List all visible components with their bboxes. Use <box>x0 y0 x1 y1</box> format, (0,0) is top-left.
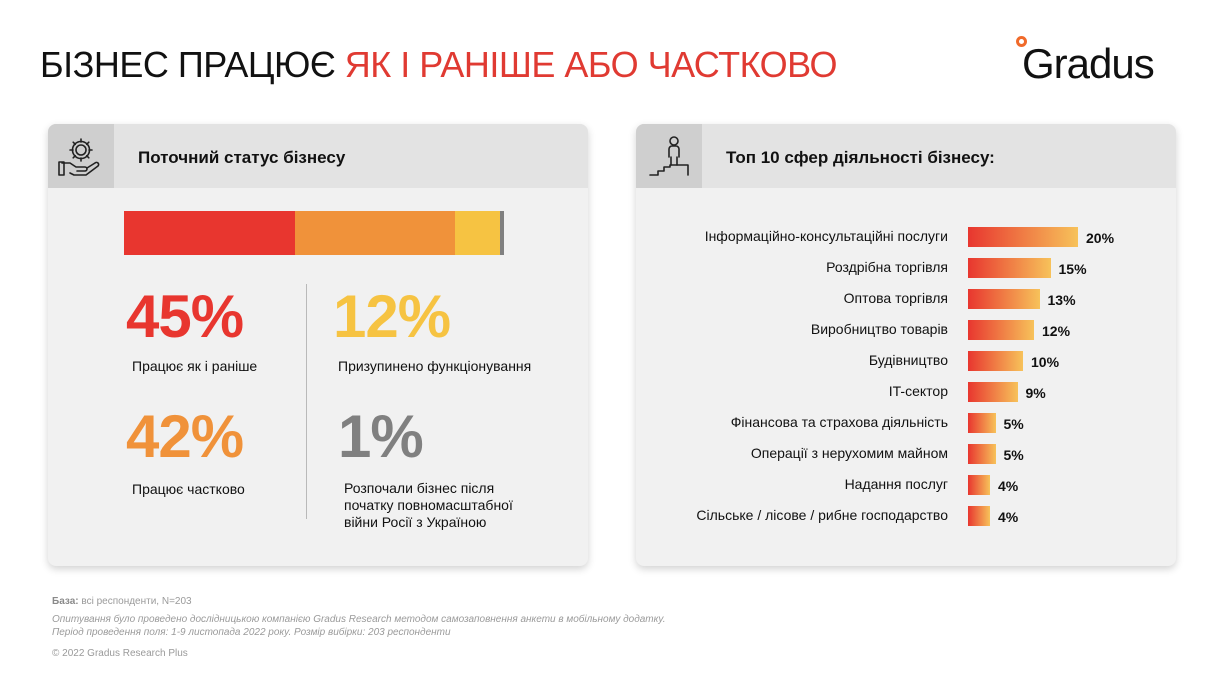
status-stacked-bar <box>124 211 504 255</box>
bar <box>968 413 996 433</box>
stat-label-new: Розпочали бізнес після початку повномасш… <box>344 480 513 530</box>
footer-base-text: всі респонденти, N=203 <box>78 596 192 607</box>
bar-category-label: Роздрібна торгівля <box>826 259 948 275</box>
bar-category-label: Операції з нерухомим майном <box>750 445 948 461</box>
bar-row: Надання послуг 4% <box>636 474 1176 496</box>
bar-value-label: 10% <box>1031 354 1060 370</box>
panel-header: Топ 10 сфер діяльності бізнесу: <box>636 124 1176 188</box>
bar-value-label: 4% <box>998 509 1019 525</box>
person-podium-icon <box>636 124 702 188</box>
bar-value-label: 5% <box>1003 416 1024 432</box>
bar-category-label: IT-сектор <box>888 383 948 399</box>
panel-header: Поточний статус бізнесу <box>48 124 588 188</box>
panel-title: Топ 10 сфер діяльності бізнесу: <box>726 148 995 167</box>
bar <box>968 227 1078 247</box>
bar-category-label: Будівництво <box>868 352 948 368</box>
bar <box>968 258 1051 278</box>
footer-base: База: всі респонденти, N=203 <box>52 596 192 607</box>
bar-value-label: 5% <box>1003 447 1024 463</box>
bar-row: Виробництво товарів 12% <box>636 319 1176 341</box>
bar-row: Інформаційно-консультаційні послуги 20% <box>636 226 1176 248</box>
bar <box>968 444 996 464</box>
page-title: БІЗНЕС ПРАЦЮЄ ЯК І РАНІШЕ АБО ЧАСТКОВО <box>40 44 837 86</box>
page-title-part2: ЯК І РАНІШЕ АБО ЧАСТКОВО <box>344 44 838 85</box>
stacked-segment-3 <box>500 211 504 255</box>
hand-gear-icon <box>48 124 114 188</box>
footer-note-2: Період проведення поля: 1-9 листопада 20… <box>52 627 451 638</box>
bar <box>968 351 1023 371</box>
bar-value-label: 20% <box>1086 230 1115 246</box>
stacked-segment-0 <box>124 211 295 255</box>
bar-category-label: Інформаційно-консультаційні послуги <box>704 228 948 244</box>
bar-row: Фінансова та страхова діяльність 5% <box>636 412 1176 434</box>
bar-row: Сільське / лісове / рибне господарство 4% <box>636 505 1176 527</box>
business-status-panel: Поточний статус бізнесу 45% Працює як і … <box>48 124 588 566</box>
bar <box>968 382 1018 402</box>
bar-category-label: Оптова торгівля <box>843 290 948 306</box>
bar-row: Операції з нерухомим майном 5% <box>636 443 1176 465</box>
bar-value-label: 9% <box>1025 385 1046 401</box>
stacked-segment-2 <box>454 211 501 255</box>
top10-panel: Топ 10 сфер діяльності бізнесу: Інформац… <box>636 124 1176 566</box>
bar <box>968 289 1040 309</box>
bar-value-label: 13% <box>1047 292 1076 308</box>
bar <box>968 506 990 526</box>
footer-base-label: База: <box>52 596 79 607</box>
bar-category-label: Сільське / лісове / рибне господарство <box>696 507 948 523</box>
stat-value-as-before: 45% <box>126 283 244 350</box>
logo-text: Gradus <box>1022 40 1155 87</box>
bar-row: IT-сектор 9% <box>636 381 1176 403</box>
stacked-segment-1 <box>295 211 455 255</box>
stat-label-suspended: Призупинено функціонування <box>338 358 532 374</box>
panel-title: Поточний статус бізнесу <box>138 148 346 167</box>
footer-note-1: Опитування було проведено дослідницькою … <box>52 614 666 625</box>
bar-row: Оптова торгівля 13% <box>636 288 1176 310</box>
bar-row: Будівництво 10% <box>636 350 1176 372</box>
page-title-part1: БІЗНЕС ПРАЦЮЄ <box>40 44 345 85</box>
bar-value-label: 12% <box>1042 323 1071 339</box>
bar-row: Роздрібна торгівля 15% <box>636 257 1176 279</box>
bar <box>968 320 1034 340</box>
stat-label-as-before: Працює як і раніше <box>132 358 258 374</box>
bar-value-label: 4% <box>998 478 1019 494</box>
stat-value-suspended: 12% <box>333 283 451 350</box>
bar <box>968 475 990 495</box>
bar-value-label: 15% <box>1058 261 1087 277</box>
divider <box>306 284 307 519</box>
footer-copyright: © 2022 Gradus Research Plus <box>52 648 188 659</box>
stat-value-new: 1% <box>338 403 424 470</box>
logo-dot-icon <box>1016 36 1027 47</box>
bar-category-label: Фінансова та страхова діяльність <box>730 414 948 430</box>
gradus-logo: Gradus <box>1012 32 1182 88</box>
bar-category-label: Надання послуг <box>844 476 948 492</box>
stat-label-partially: Працює частково <box>132 481 245 497</box>
bar-category-label: Виробництво товарів <box>810 321 948 337</box>
stat-value-partially: 42% <box>126 403 244 470</box>
